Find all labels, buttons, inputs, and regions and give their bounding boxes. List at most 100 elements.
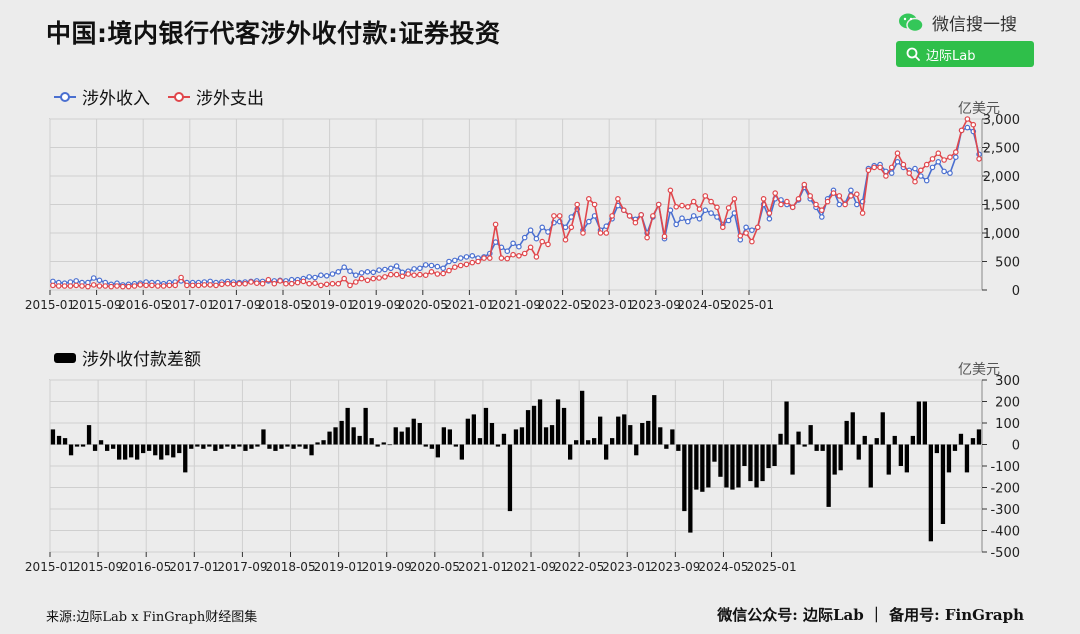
expense-point bbox=[155, 283, 161, 289]
balance-bar bbox=[760, 444, 765, 482]
balance-bar bbox=[345, 407, 350, 445]
expense-point bbox=[341, 275, 348, 282]
expense-point bbox=[679, 202, 685, 209]
income-point bbox=[312, 274, 318, 281]
balance-bar bbox=[267, 444, 272, 449]
income-point bbox=[941, 168, 947, 175]
wechat-brand[interactable]: 微信搜一搜 bbox=[898, 10, 1017, 35]
expense-point bbox=[539, 238, 546, 245]
balance-bar bbox=[754, 444, 759, 488]
expense-point bbox=[719, 224, 726, 231]
income-point bbox=[679, 215, 685, 222]
expense-point bbox=[178, 274, 184, 281]
income-point bbox=[923, 177, 930, 184]
balance-bar bbox=[970, 438, 976, 445]
income-point bbox=[743, 224, 749, 231]
expense-point bbox=[609, 213, 615, 219]
expense-point bbox=[655, 201, 662, 208]
income-point bbox=[411, 266, 417, 272]
expense-point bbox=[364, 277, 371, 284]
balance-bar bbox=[441, 427, 446, 445]
expense-point bbox=[184, 282, 190, 289]
expense-point bbox=[347, 282, 353, 289]
balance-bar bbox=[664, 444, 669, 449]
expense-point bbox=[312, 280, 318, 287]
balance-bar bbox=[483, 407, 489, 445]
income-point bbox=[90, 275, 97, 281]
line-chart-xtick-label: 2023-01 bbox=[584, 298, 634, 312]
balance-bar bbox=[604, 444, 609, 460]
balance-bar bbox=[898, 444, 903, 466]
balance-bar bbox=[928, 444, 933, 542]
balance-bar bbox=[243, 444, 248, 451]
income-point bbox=[521, 234, 528, 241]
expense-point bbox=[813, 201, 819, 208]
expense-point bbox=[644, 234, 650, 241]
expense-point bbox=[224, 280, 231, 287]
expense-point bbox=[818, 207, 825, 214]
line-chart-xtick-label: 2025-01 bbox=[724, 298, 774, 312]
balance-bar bbox=[976, 429, 982, 445]
line-chart-xtick-label: 2019-01 bbox=[305, 298, 355, 312]
income-point bbox=[451, 257, 458, 264]
income-point bbox=[364, 268, 371, 275]
expense-point bbox=[970, 121, 977, 128]
wechat-icon bbox=[898, 12, 924, 34]
expense-point bbox=[650, 213, 656, 219]
expense-point bbox=[877, 164, 883, 171]
expense-point bbox=[545, 241, 551, 248]
expense-point bbox=[195, 282, 202, 289]
expense-point bbox=[917, 167, 924, 174]
bar-chart-xtick-label: 2021-01 bbox=[458, 560, 508, 574]
balance-bar bbox=[303, 444, 308, 449]
expense-point bbox=[504, 255, 511, 262]
expense-point bbox=[527, 244, 534, 251]
bar-chart-ytick-label: 0 bbox=[1012, 439, 1020, 454]
bar-chart-xtick-label: 2021-09 bbox=[506, 560, 556, 574]
income-point bbox=[527, 227, 534, 234]
line-chart-ytick-label: 2,000 bbox=[983, 170, 1020, 185]
expense-point bbox=[842, 201, 848, 208]
expense-point bbox=[166, 282, 173, 289]
balance-bar bbox=[195, 444, 200, 447]
expense-point bbox=[219, 281, 225, 288]
balance-bar bbox=[273, 444, 278, 451]
balance-bar bbox=[706, 444, 711, 488]
balance-bar bbox=[568, 444, 573, 460]
income-point bbox=[935, 159, 942, 165]
balance-bar bbox=[255, 444, 260, 447]
expense-point bbox=[778, 201, 784, 208]
balance-bar bbox=[141, 444, 146, 454]
expense-point bbox=[737, 233, 744, 239]
balance-bar bbox=[886, 444, 891, 475]
income-point bbox=[696, 216, 703, 222]
bar-chart-ytick-label: 100 bbox=[995, 417, 1020, 432]
expense-point bbox=[871, 164, 878, 171]
expense-point bbox=[399, 273, 406, 280]
expense-point bbox=[422, 272, 429, 279]
income-point bbox=[684, 218, 691, 225]
expense-point bbox=[405, 271, 412, 277]
expense-point bbox=[684, 204, 691, 210]
balance-bar bbox=[537, 399, 543, 445]
income-point bbox=[964, 124, 971, 131]
expense-point bbox=[143, 282, 149, 289]
balance-bar bbox=[80, 444, 86, 447]
search-box[interactable]: 边际Lab bbox=[896, 41, 1034, 67]
balance-bar bbox=[405, 427, 410, 445]
search-text: 边际Lab bbox=[926, 48, 976, 64]
expense-point bbox=[393, 271, 400, 278]
line-chart-unit-label: 亿美元 bbox=[958, 101, 1000, 117]
balance-bar bbox=[495, 444, 501, 447]
line-chart-ytick-label: 0 bbox=[1012, 284, 1020, 299]
expense-point bbox=[55, 283, 62, 289]
line-chart-xtick-label: 2022-05 bbox=[538, 298, 588, 312]
expense-point bbox=[964, 116, 971, 122]
expense-point bbox=[236, 280, 243, 287]
balance-bar bbox=[561, 407, 567, 445]
balance-bar bbox=[652, 395, 657, 445]
income-point bbox=[341, 264, 348, 271]
balance-bar bbox=[736, 444, 741, 488]
expense-point bbox=[725, 205, 732, 211]
balance-bar bbox=[543, 427, 549, 445]
